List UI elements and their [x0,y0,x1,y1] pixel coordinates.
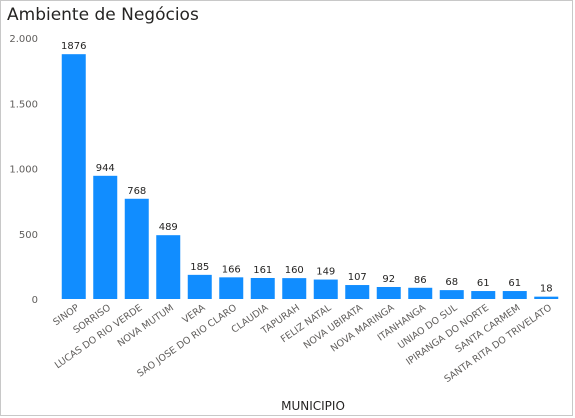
data-label: 61 [477,278,490,289]
bar[interactable] [219,277,244,299]
bar[interactable] [313,279,338,299]
bar[interactable] [502,291,527,299]
data-label: 61 [508,278,521,289]
data-label: 160 [285,265,304,276]
bar[interactable] [187,274,212,299]
y-axis: 0 500 1.000 1.500 2.000 [9,34,38,306]
data-label: 768 [127,186,146,197]
bar[interactable] [156,235,181,299]
data-label: 161 [253,265,272,276]
bar[interactable] [124,198,149,299]
bar[interactable] [534,296,559,299]
data-label: 944 [96,163,115,174]
data-label: 489 [159,222,178,233]
data-label: 86 [414,275,427,286]
data-label: 1876 [61,41,86,52]
chart-title: Ambiente de Negócios [7,5,199,25]
bar[interactable] [376,286,401,299]
y-tick-label: 0 [32,295,38,306]
bar[interactable] [61,54,86,299]
bar[interactable] [282,278,307,299]
bar[interactable] [345,285,370,299]
data-label: 68 [445,277,458,288]
data-label: 107 [348,272,367,283]
bars [61,54,559,299]
data-label: 149 [316,267,335,278]
bar[interactable] [408,287,433,299]
bar[interactable] [471,291,496,299]
y-tick-label: 2.000 [9,34,38,45]
bar[interactable] [93,175,118,299]
data-label: 185 [190,262,209,273]
y-tick-label: 500 [19,230,38,241]
bar[interactable] [250,277,275,299]
data-label: 18 [540,284,553,295]
y-tick-label: 1.000 [9,165,38,176]
data-label: 92 [382,274,395,285]
bar[interactable] [439,290,464,299]
x-axis-label: MUNICIPIO [281,399,345,413]
x-tick-label: NOVA MUTUM [116,302,176,349]
data-label: 166 [222,264,241,275]
y-tick-label: 1.500 [9,99,38,110]
data-labels: 1876 944 768 489 185 166 161 160 149 107 92 86 68 61 6… [61,41,553,294]
